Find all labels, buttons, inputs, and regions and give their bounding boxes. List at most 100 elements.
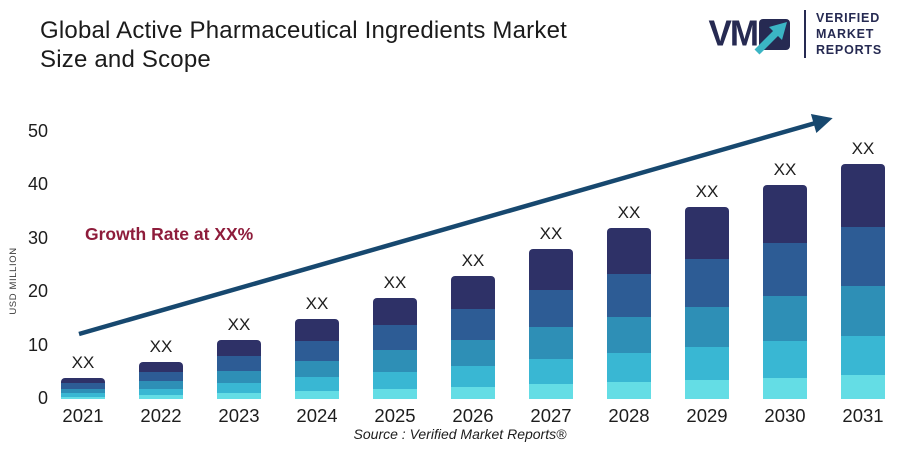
logo-wordmark: VERIFIED MARKET REPORTS <box>816 10 882 58</box>
x-tick-2028: 2028 <box>608 405 650 426</box>
x-tick-2027: 2027 <box>530 405 572 426</box>
x-tick-2029: 2029 <box>686 405 728 426</box>
bar-segment-2025-1 <box>373 297 417 325</box>
bar-segment-2031-3 <box>841 286 885 336</box>
bar-2031 <box>841 164 885 399</box>
y-tick-50: 50 <box>27 121 48 141</box>
bar-segment-2031-4 <box>841 335 885 376</box>
logo-word-verified: VERIFIED <box>815 11 881 25</box>
bar-value-label-2029: XX <box>695 181 719 201</box>
bar-segment-2022-1 <box>139 361 183 372</box>
trend-arrow-ne-icon <box>754 21 787 54</box>
y-tick-30: 30 <box>27 227 48 248</box>
bar-2025 <box>373 297 417 399</box>
bar-segment-2030-2 <box>763 243 807 297</box>
x-tick-2021: 2021 <box>62 405 104 426</box>
bar-2022 <box>139 361 183 399</box>
bar-segment-2028-4 <box>607 352 651 382</box>
bar-segment-2026-2 <box>451 309 495 341</box>
bar-segment-2027-2 <box>529 289 573 328</box>
growth-rate-label: Growth Rate at XX% <box>85 224 254 244</box>
bar-2021 <box>61 377 105 399</box>
bar-value-label-2031: XX <box>851 139 875 159</box>
bar-segment-2027-3 <box>529 327 573 359</box>
bar-segment-2024-5 <box>295 390 339 399</box>
bar-2028 <box>607 228 651 399</box>
bar-segment-2022-4 <box>139 388 183 396</box>
bar-value-label-2024: XX <box>305 293 329 313</box>
bar-segment-2021-5 <box>61 396 105 399</box>
bar-2024 <box>295 318 339 399</box>
page-title-line2: Size and Scope <box>40 46 211 73</box>
bar-value-label-2030: XX <box>773 160 797 180</box>
bar-segment-2030-4 <box>763 341 807 378</box>
y-tick-20: 20 <box>27 281 48 302</box>
bar-segment-2023-2 <box>217 356 261 371</box>
bar-value-label-2027: XX <box>539 224 563 244</box>
y-tick-0: 0 <box>37 388 48 408</box>
bar-2030 <box>763 185 807 399</box>
bar-segment-2023-3 <box>217 370 261 384</box>
bar-segment-2029-1 <box>685 206 729 259</box>
bar-2027 <box>529 249 573 399</box>
x-tick-2026: 2026 <box>452 405 494 426</box>
bar-segment-2029-3 <box>685 306 729 348</box>
bar-segment-2021-4 <box>61 393 105 397</box>
bar-segment-2031-5 <box>841 375 885 399</box>
bar-segment-2026-4 <box>451 365 495 387</box>
x-tick-2025: 2025 <box>374 405 416 426</box>
logo-mark-text: VM <box>708 13 758 54</box>
bar-segment-2024-1 <box>295 318 339 341</box>
bar-segment-2023-1 <box>217 340 261 357</box>
x-tick-2022: 2022 <box>140 405 182 426</box>
bar-segment-2027-5 <box>529 384 573 399</box>
bar-segment-2025-5 <box>373 388 417 399</box>
y-tick-40: 40 <box>27 174 48 195</box>
vmr-logo: VM VERIFIED MARKET REPORTS <box>708 10 882 58</box>
bar-segment-2028-2 <box>607 274 651 317</box>
bar-segment-2030-1 <box>763 185 807 244</box>
page-title-line1: Global Active Pharmaceutical Ingredients… <box>40 17 567 44</box>
bar-segment-2029-4 <box>685 347 729 380</box>
bar-value-label-2023: XX <box>227 315 251 335</box>
bar-2026 <box>451 276 495 399</box>
bar-segment-2027-4 <box>529 358 573 384</box>
bar-segment-2021-3 <box>61 388 105 394</box>
bar-value-label-2021: XX <box>71 352 95 372</box>
bar-value-label-2026: XX <box>461 251 485 271</box>
x-tick-2023: 2023 <box>218 405 260 426</box>
bar-2029 <box>685 206 729 399</box>
bar-segment-2026-1 <box>451 276 495 310</box>
bar-value-label-2028: XX <box>617 203 641 223</box>
bar-segment-2023-4 <box>217 383 261 394</box>
source-note: Source : Verified Market Reports® <box>353 426 567 442</box>
bar-segment-2024-4 <box>295 377 339 391</box>
bar-segment-2029-2 <box>685 258 729 307</box>
x-tick-2031: 2031 <box>842 405 884 426</box>
bar-value-label-2025: XX <box>383 272 407 292</box>
bar-segment-2023-5 <box>217 393 261 399</box>
bar-segment-2028-5 <box>607 381 651 399</box>
logo-arrow-block <box>754 18 790 54</box>
y-tick-10: 10 <box>27 334 48 355</box>
bar-segment-2030-5 <box>763 377 807 399</box>
bar-segment-2025-3 <box>373 350 417 372</box>
bar-segment-2028-1 <box>607 228 651 275</box>
bar-segment-2026-3 <box>451 340 495 366</box>
bar-segment-2022-5 <box>139 395 183 399</box>
bar-segment-2021-1 <box>61 377 105 384</box>
bar-segment-2026-5 <box>451 386 495 399</box>
page-title: Global Active Pharmaceutical Ingredients… <box>40 16 567 74</box>
x-tick-2024: 2024 <box>296 405 338 426</box>
bar-segment-2029-5 <box>685 379 729 399</box>
x-tick-2030: 2030 <box>764 405 806 426</box>
bar-value-label-2022: XX <box>149 336 173 356</box>
bar-segment-2028-3 <box>607 316 651 353</box>
bar-segment-2031-1 <box>841 164 885 228</box>
bar-segment-2024-2 <box>295 340 339 361</box>
bar-segment-2031-2 <box>841 227 885 287</box>
bar-segment-2022-3 <box>139 381 183 389</box>
vmr-logo-mark: VM <box>708 13 790 54</box>
